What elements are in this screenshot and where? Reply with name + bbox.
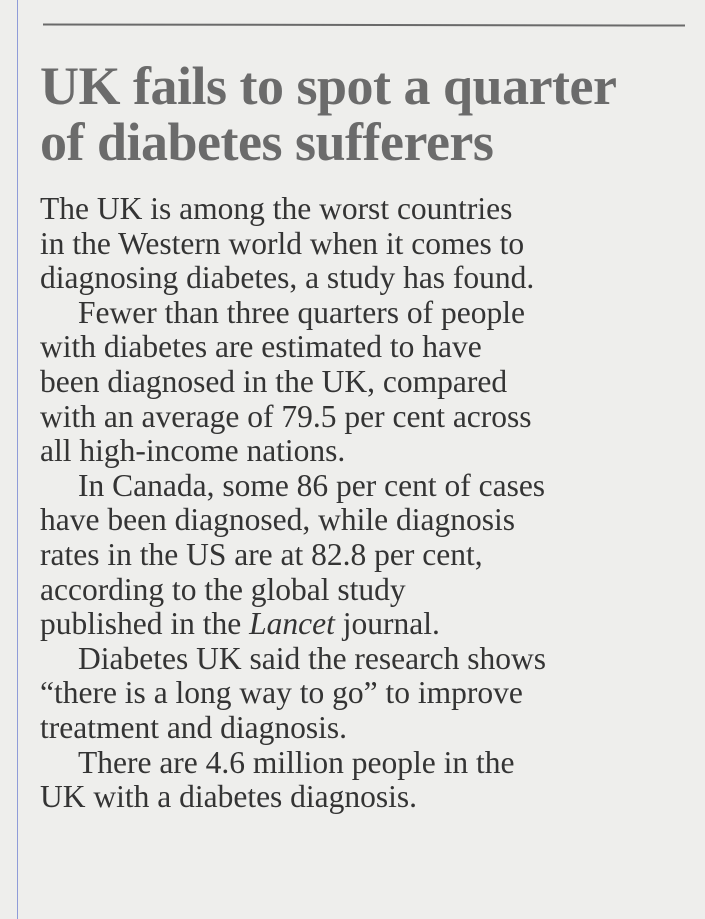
top-rule: [42, 23, 686, 27]
body-line: all high-income nations.: [40, 433, 346, 469]
body-line: published in the Lancet journal.: [40, 606, 700, 642]
body-text: published in the: [40, 606, 250, 642]
body-line: In Canada, some 86 per cent of cases: [78, 467, 546, 503]
body-line: have been diagnosed, while diagnosis: [40, 502, 516, 538]
headline-line: UK fails to spot a quarter: [40, 56, 617, 116]
body-line: with diabetes are estimated to have: [40, 329, 482, 365]
body-line: rates in the US are at 82.8 per cent,: [40, 536, 483, 572]
body-line: There are 4.6 million people in the: [78, 744, 515, 780]
headline: UK fails to spot a quarter of diabetes s…: [40, 56, 617, 172]
body-line: with an average of 79.5 per cent across: [40, 398, 532, 434]
journal-name: Lancet: [249, 606, 335, 642]
body-text: journal.: [334, 606, 440, 642]
body-line: The UK is among the worst countries: [40, 191, 513, 226]
body-line: “there is a long way to go” to improve: [40, 675, 523, 711]
margin-line: [17, 0, 18, 919]
headline-line: of diabetes sufferers: [40, 112, 494, 172]
body-line: been diagnosed in the UK, compared: [40, 363, 508, 399]
article-body: The UK is among the worst countries in t…: [40, 191, 700, 815]
body-line: UK with a diabetes diagnosis.: [40, 779, 418, 815]
body-line: according to the global study: [40, 571, 406, 607]
body-line: treatment and diagnosis.: [40, 709, 348, 745]
body-line: Diabetes UK said the research shows: [78, 640, 546, 676]
body-line: in the Western world when it comes to: [40, 225, 525, 261]
body-line: Fewer than three quarters of people: [78, 294, 525, 330]
body-line: diagnosing diabetes, a study has found.: [40, 260, 535, 296]
